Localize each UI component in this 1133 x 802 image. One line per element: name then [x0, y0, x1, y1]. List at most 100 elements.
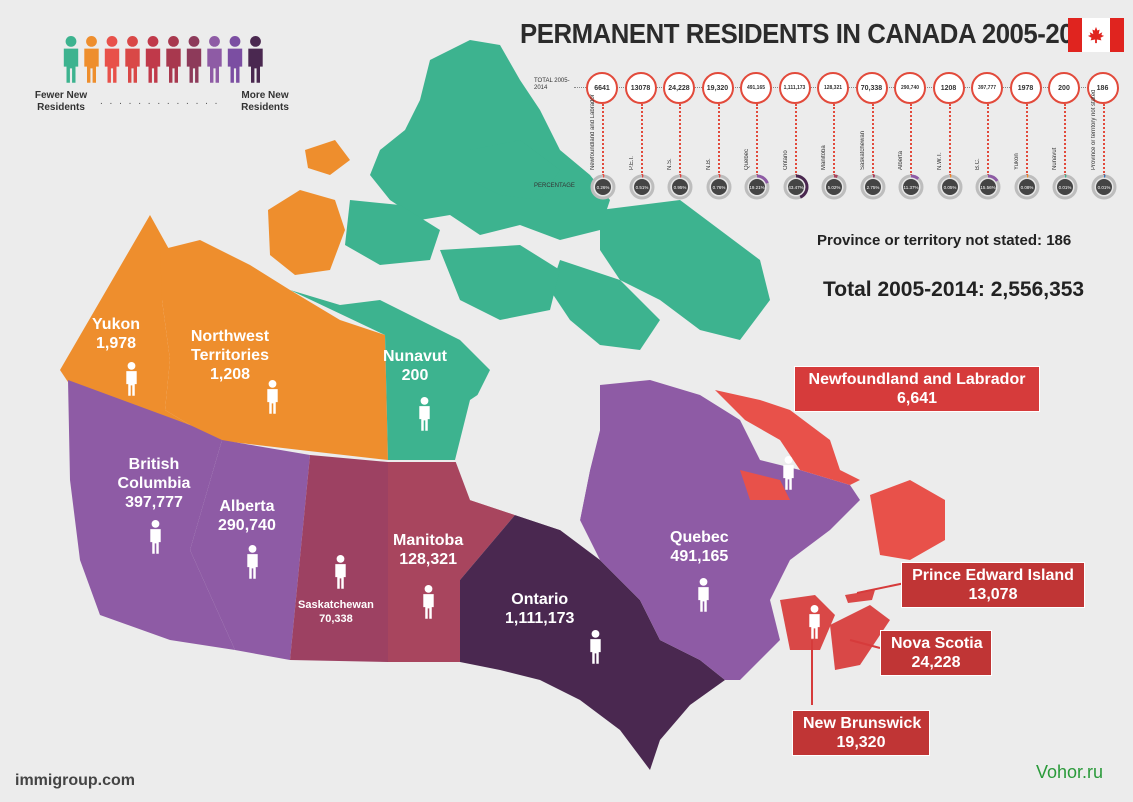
alberta-name: Alberta	[219, 498, 275, 515]
ontario-label: Ontario 1,111,173	[505, 590, 574, 628]
strip-percentage-circle: 0.51%	[629, 174, 654, 200]
percentage-label: 43.47%	[788, 185, 803, 190]
strip-total-circle: 19,320	[701, 72, 734, 104]
percentage-arc	[629, 174, 654, 200]
legend-person-icon	[248, 36, 263, 83]
person-icon	[698, 578, 709, 612]
percentage-label: 11.37%	[904, 185, 919, 190]
quebec-label: Quebec 491,165	[670, 528, 729, 566]
person-icon	[247, 545, 258, 579]
legend-right-label: More New Residents	[241, 90, 289, 113]
strip-percentage-circle: 0.26%	[590, 174, 616, 200]
percentage-arc	[898, 174, 924, 200]
region-yukon	[60, 215, 190, 425]
not-stated-note: Province or territory not stated: 186	[817, 232, 1072, 249]
color-scale-legend	[63, 36, 263, 83]
region-nl	[715, 390, 860, 500]
ns-callout: Nova Scotia 24,228	[880, 630, 992, 676]
nunavut-name: Nunavut	[383, 348, 447, 365]
strip-total-circle: 1,111,173	[778, 72, 811, 104]
percentage-arc	[975, 174, 1001, 200]
percentage-arc	[1014, 174, 1039, 200]
region-quebec	[580, 380, 860, 680]
nunavut-islands	[345, 40, 770, 350]
person-icon	[423, 585, 434, 619]
percentage-label: 0.76%	[712, 185, 725, 190]
total-note: Total 2005-2014: 2,556,353	[823, 278, 1085, 301]
person-icon	[126, 362, 137, 396]
chart-title: PERMANENT RESIDENTS IN CANADA 2005-2014	[520, 18, 1101, 49]
nl-value: 6,641	[896, 390, 938, 407]
strip-percentage-circle: 0.76%	[706, 174, 731, 200]
strip-connector	[987, 104, 989, 176]
nunavut-value: 200	[401, 367, 429, 384]
region-nunavut-mainland	[290, 290, 490, 460]
source-text: immigroup.com	[15, 772, 136, 789]
legend-person-icon	[63, 36, 79, 83]
nb-callout: New Brunswick 19,320	[792, 710, 930, 756]
strip-connector	[717, 104, 720, 176]
legend-dots: . . . . . . . . . . . . .	[100, 96, 220, 107]
strip-percentage-circle: 2.75%	[860, 174, 885, 200]
strip-total-label: TOTAL 2005-2014	[534, 78, 570, 91]
pei-callout: Prince Edward Island 13,078	[901, 562, 1085, 608]
yukon-name: Yukon	[92, 316, 141, 333]
percentage-label: 0.51%	[635, 185, 648, 190]
strip-connector	[1102, 104, 1105, 176]
ns-value: 24,228	[911, 654, 961, 671]
nwt-label: Northwest Territories 1,208	[182, 327, 278, 384]
bc-label: British Columbia 397,777	[114, 455, 194, 512]
manitoba-value: 128,321	[399, 551, 458, 568]
strip-percentage-circle: 0.01%	[1052, 174, 1078, 200]
strip-connector	[948, 104, 951, 176]
strip-percentage-circle: 5.02%	[821, 174, 847, 200]
strip-connector	[602, 104, 604, 176]
legend-person-icon	[227, 36, 243, 83]
person-icon	[783, 456, 794, 490]
region-ns	[830, 605, 890, 670]
person-icon	[335, 555, 346, 589]
yukon-value: 1,978	[95, 335, 137, 352]
strip-percentage-circle: 0.01%	[1091, 174, 1116, 200]
manitoba-label: Manitoba 128,321	[393, 531, 463, 569]
ontario-value: 1,111,173	[505, 610, 575, 627]
callout-lines	[811, 582, 906, 705]
strip-total-circle: 200	[1048, 72, 1080, 104]
watermark-text: Vohor.ru	[1036, 762, 1104, 782]
region-nunavut-islands-north	[470, 140, 560, 200]
alberta-label: Alberta 290,740	[218, 497, 276, 535]
percentage-label: 0.08%	[1020, 185, 1033, 190]
values-strip: 6641 Newfoundland and Labrador 0.26% 13078 P…	[0, 0, 1133, 220]
strip-total-circle: 13078	[624, 72, 657, 104]
nb-value: 19,320	[836, 734, 886, 751]
legend-left-label: Fewer New Residents	[34, 90, 88, 113]
ontario-name: Ontario	[511, 591, 569, 608]
percentage-label: 19.21%	[749, 185, 764, 190]
region-nwt	[160, 240, 388, 460]
strip-percentage-circle: 19.21%	[744, 174, 770, 200]
person-icon	[419, 397, 430, 431]
nunavut-label: Nunavut 200	[383, 347, 447, 385]
nwt-value: 1,208	[209, 366, 251, 383]
legend-person-icon	[207, 36, 222, 83]
person-icon	[590, 630, 601, 664]
percentage-label: 15.56%	[980, 185, 995, 190]
percentage-arc	[783, 174, 808, 200]
strip-total-circle: 128,321	[817, 72, 849, 104]
region-newfoundland-island	[870, 480, 945, 560]
saskatchewan-name: Saskatchewan	[298, 599, 374, 611]
strip-total-circle: 6641	[586, 72, 618, 104]
ns-name: Nova Scotia	[891, 635, 983, 652]
strip-percentage-circle: 0.05%	[937, 174, 962, 200]
strip-percentage-circle: 11.37%	[898, 174, 924, 200]
maple-leaf-icon	[1087, 26, 1105, 44]
person-icon	[267, 380, 278, 414]
region-bc	[68, 380, 235, 650]
region-manitoba	[388, 462, 515, 662]
nb-name: New Brunswick	[803, 715, 922, 732]
pei-value: 13,078	[968, 586, 1018, 603]
percentage-arc	[667, 174, 693, 200]
percentage-arc	[744, 174, 770, 200]
strip-percentage-label: PERCENTAGE	[534, 183, 575, 189]
nl-name: Newfoundland and Labrador	[808, 371, 1026, 388]
